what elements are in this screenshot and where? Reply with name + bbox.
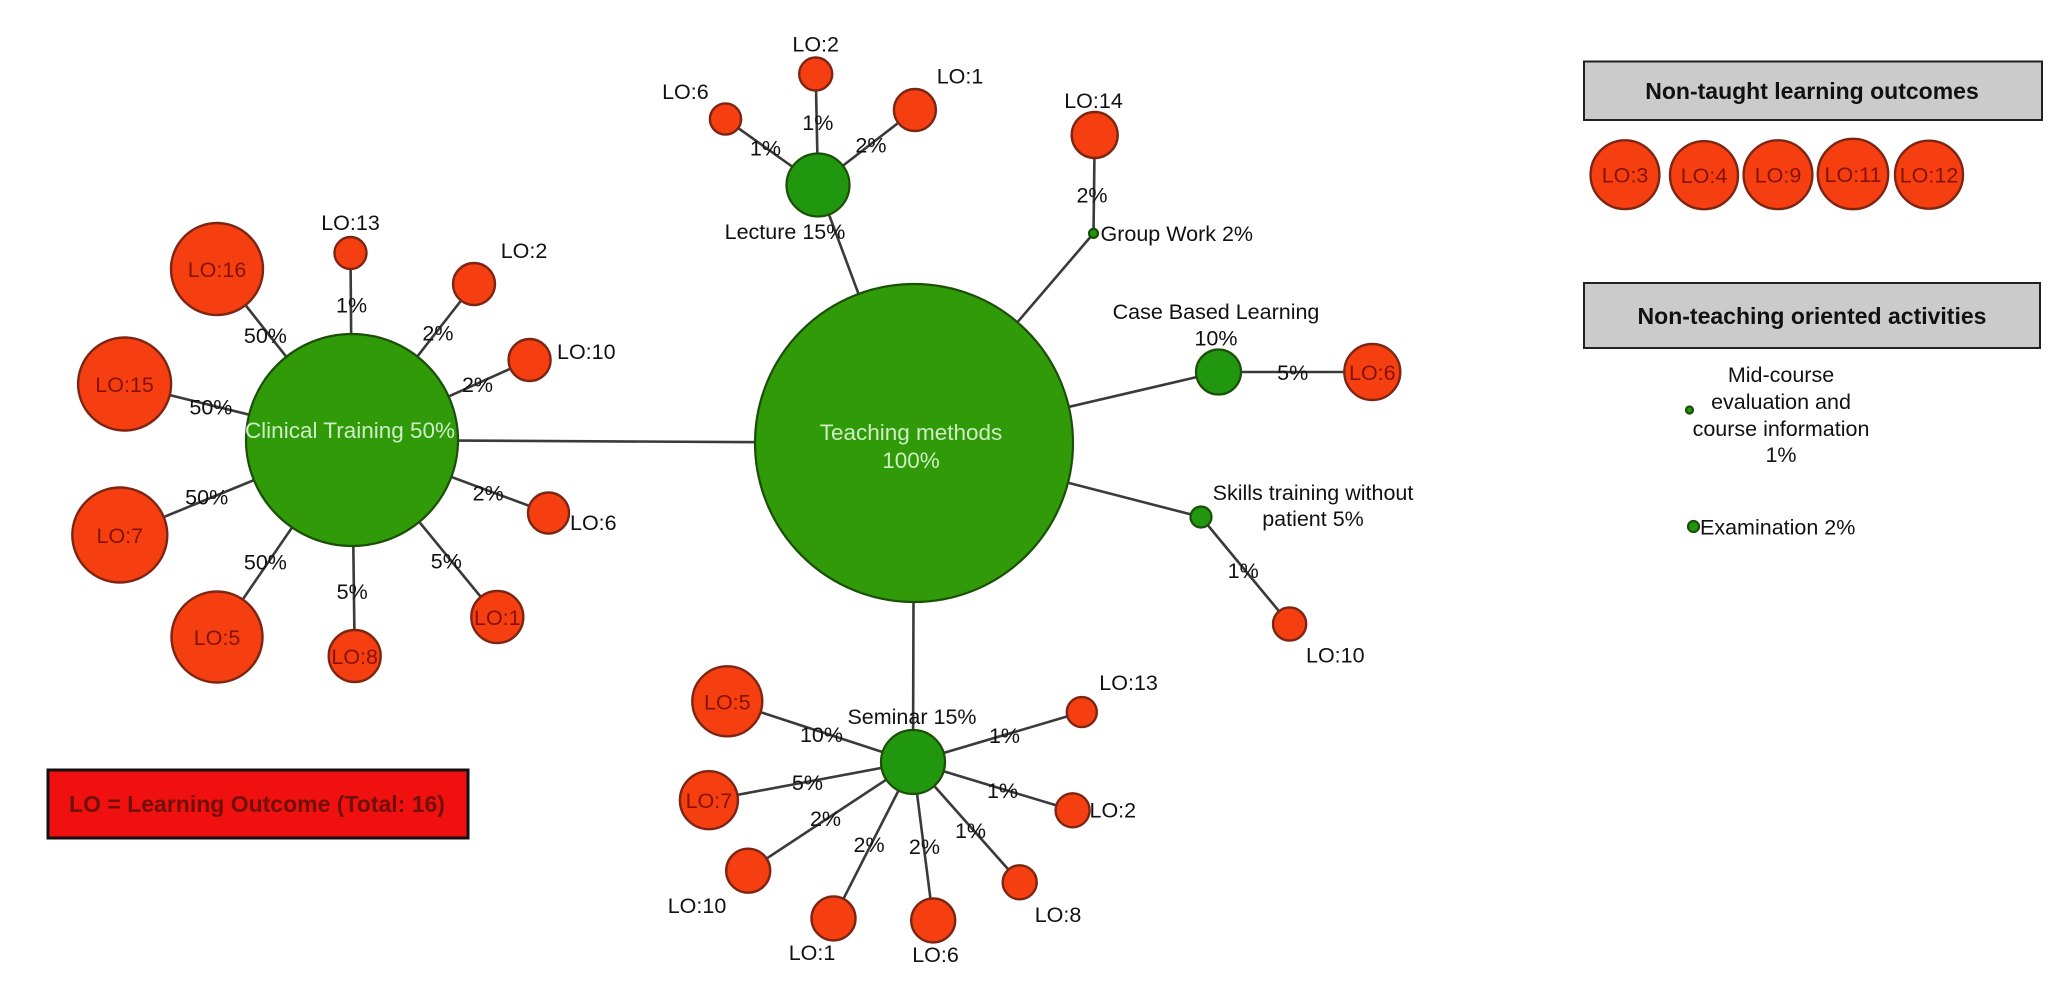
svg-text:LO:10: LO:10 bbox=[668, 894, 727, 918]
svg-text:2%: 2% bbox=[422, 322, 453, 346]
svg-text:Mid-course: Mid-course bbox=[1728, 363, 1834, 387]
svg-text:LO:1: LO:1 bbox=[789, 941, 836, 965]
svg-text:LO:6: LO:6 bbox=[570, 511, 617, 535]
svg-text:1%: 1% bbox=[336, 294, 367, 318]
svg-text:1%: 1% bbox=[802, 111, 833, 135]
svg-text:1%: 1% bbox=[1228, 559, 1259, 583]
svg-text:Non-teaching oriented activiti: Non-teaching oriented activities bbox=[1638, 303, 1987, 329]
svg-text:LO:2: LO:2 bbox=[1090, 799, 1137, 823]
svg-text:2%: 2% bbox=[854, 833, 885, 857]
svg-text:LO:1: LO:1 bbox=[474, 606, 521, 630]
svg-text:LO:8: LO:8 bbox=[331, 645, 378, 669]
svg-text:LO:8: LO:8 bbox=[1035, 903, 1082, 927]
svg-text:2%: 2% bbox=[810, 807, 841, 831]
svg-text:Lecture 15%: Lecture 15% bbox=[725, 220, 846, 244]
svg-text:1%: 1% bbox=[989, 724, 1020, 748]
svg-text:50%: 50% bbox=[189, 395, 232, 419]
svg-text:course information: course information bbox=[1693, 417, 1870, 441]
svg-text:LO:16: LO:16 bbox=[188, 258, 247, 282]
svg-text:LO:3: LO:3 bbox=[1602, 164, 1649, 188]
svg-text:50%: 50% bbox=[244, 324, 287, 348]
svg-text:Clinical Training 50%: Clinical Training 50% bbox=[245, 418, 455, 443]
svg-text:1%: 1% bbox=[750, 136, 781, 160]
svg-text:Case Based Learning: Case Based Learning bbox=[1113, 300, 1320, 324]
svg-text:10%: 10% bbox=[800, 723, 843, 747]
svg-text:2%: 2% bbox=[1076, 183, 1107, 207]
svg-text:Non-taught learning outcomes: Non-taught learning outcomes bbox=[1645, 78, 1979, 104]
svg-text:LO:10: LO:10 bbox=[557, 340, 616, 364]
svg-text:1%: 1% bbox=[1765, 443, 1796, 467]
svg-text:1%: 1% bbox=[955, 819, 986, 843]
svg-text:LO:6: LO:6 bbox=[912, 943, 959, 967]
svg-text:50%: 50% bbox=[185, 485, 228, 509]
svg-text:Examination 2%: Examination 2% bbox=[1700, 516, 1855, 540]
svg-text:5%: 5% bbox=[792, 771, 823, 795]
svg-text:2%: 2% bbox=[462, 373, 493, 397]
svg-text:10%: 10% bbox=[1194, 327, 1237, 351]
svg-text:LO:13: LO:13 bbox=[1099, 671, 1158, 695]
svg-text:patient 5%: patient 5% bbox=[1262, 507, 1364, 531]
svg-text:LO:6: LO:6 bbox=[1349, 361, 1396, 385]
svg-text:evaluation and: evaluation and bbox=[1711, 390, 1851, 414]
svg-text:Skills training without: Skills training without bbox=[1213, 481, 1414, 505]
svg-text:100%: 100% bbox=[882, 448, 940, 473]
svg-text:LO:5: LO:5 bbox=[194, 626, 241, 650]
svg-text:LO:5: LO:5 bbox=[704, 690, 751, 714]
svg-text:5%: 5% bbox=[1277, 361, 1308, 385]
svg-text:LO:2: LO:2 bbox=[792, 33, 839, 57]
svg-text:LO:13: LO:13 bbox=[321, 211, 380, 235]
svg-text:2%: 2% bbox=[473, 482, 504, 506]
svg-text:Group Work 2%: Group Work 2% bbox=[1101, 222, 1254, 246]
svg-text:LO:7: LO:7 bbox=[96, 524, 143, 548]
svg-text:5%: 5% bbox=[431, 549, 462, 573]
svg-text:50%: 50% bbox=[244, 551, 287, 575]
svg-text:1%: 1% bbox=[987, 779, 1018, 803]
svg-text:Teaching methods: Teaching methods bbox=[820, 420, 1003, 445]
svg-text:LO:14: LO:14 bbox=[1064, 89, 1123, 113]
svg-text:LO = Learning Outcome (Total:: LO = Learning Outcome (Total: 16) bbox=[69, 791, 445, 817]
svg-text:LO:15: LO:15 bbox=[95, 373, 154, 397]
svg-text:2%: 2% bbox=[909, 835, 940, 859]
svg-text:LO:2: LO:2 bbox=[501, 239, 548, 263]
svg-text:LO:11: LO:11 bbox=[1825, 163, 1882, 187]
svg-text:LO:10: LO:10 bbox=[1306, 644, 1365, 668]
svg-text:5%: 5% bbox=[337, 580, 368, 604]
svg-text:2%: 2% bbox=[855, 133, 886, 157]
svg-text:Seminar 15%: Seminar 15% bbox=[847, 705, 976, 729]
svg-text:LO:1: LO:1 bbox=[937, 65, 984, 89]
svg-text:LO:9: LO:9 bbox=[1755, 164, 1802, 188]
svg-text:LO:12: LO:12 bbox=[1900, 164, 1959, 188]
svg-text:LO:6: LO:6 bbox=[662, 80, 709, 104]
svg-text:LO:4: LO:4 bbox=[1681, 164, 1728, 188]
svg-text:LO:7: LO:7 bbox=[686, 789, 733, 813]
